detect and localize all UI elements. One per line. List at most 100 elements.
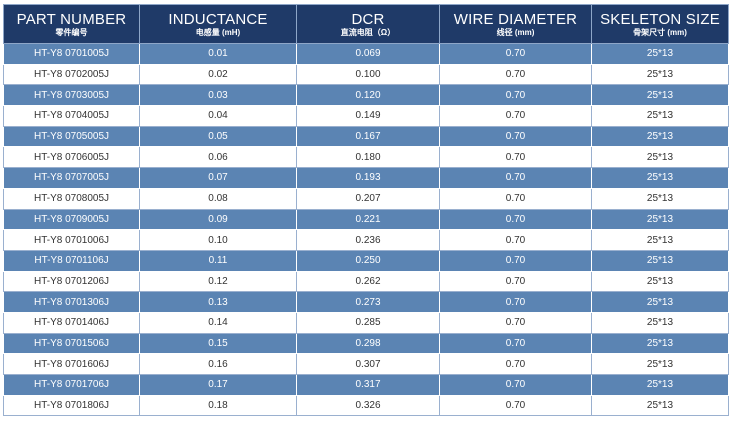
inductance-cell: 0.13 [139, 291, 297, 313]
header-row: PART NUMBER 零件编号 INDUCTANCE 电感量 (mH) DCR… [3, 4, 729, 44]
table-row: HT-Y8 0701306J 0.13 0.273 0.70 25*13 [3, 291, 729, 313]
part-number-cell: HT-Y8 0701006J [3, 229, 140, 251]
dcr-cell: 0.285 [296, 311, 440, 334]
table-row: HT-Y8 0706005J 0.06 0.180 0.70 25*13 [3, 146, 729, 169]
table-row: HT-Y8 0701606J 0.16 0.307 0.70 25*13 [3, 353, 729, 375]
inductance-cell: 0.07 [139, 167, 297, 189]
inductance-cell: 0.08 [139, 187, 297, 210]
dcr-cell: 0.317 [296, 374, 440, 396]
part-number-cell: HT-Y8 0709005J [3, 208, 140, 231]
wire-diameter-cell: 0.70 [439, 332, 592, 355]
table-row: HT-Y8 0702005J 0.02 0.100 0.70 25*13 [3, 63, 729, 86]
column-subtitle: 线径 (mm) [496, 27, 535, 37]
column-header-dcr: DCR 直流电阻（Ω） [296, 4, 440, 44]
wire-diameter-cell: 0.70 [439, 291, 592, 313]
wire-diameter-cell: 0.70 [439, 63, 592, 86]
column-header-wire-diameter: WIRE DIAMETER 线径 (mm) [439, 4, 592, 44]
wire-diameter-cell: 0.70 [439, 146, 592, 169]
skeleton-size-cell: 25*13 [591, 167, 729, 189]
part-number-cell: HT-Y8 0706005J [3, 146, 140, 169]
skeleton-size-cell: 25*13 [591, 84, 729, 107]
skeleton-size-cell: 25*13 [591, 291, 729, 313]
dcr-cell: 0.307 [296, 353, 440, 375]
dcr-cell: 0.326 [296, 394, 440, 417]
table-row: HT-Y8 0701806J 0.18 0.326 0.70 25*13 [3, 394, 729, 417]
table-row: HT-Y8 0708005J 0.08 0.207 0.70 25*13 [3, 187, 729, 210]
inductance-cell: 0.06 [139, 146, 297, 169]
inductance-cell: 0.18 [139, 394, 297, 417]
column-subtitle: 骨架尺寸 (mm) [633, 27, 687, 37]
inductance-cell: 0.02 [139, 63, 297, 86]
wire-diameter-cell: 0.70 [439, 167, 592, 189]
table-row: HT-Y8 0701005J 0.01 0.069 0.70 25*13 [3, 43, 729, 65]
skeleton-size-cell: 25*13 [591, 63, 729, 86]
inductance-cell: 0.04 [139, 105, 297, 127]
inductance-cell: 0.09 [139, 208, 297, 231]
dcr-cell: 0.193 [296, 167, 440, 189]
column-title: PART NUMBER [16, 10, 127, 28]
table-row: HT-Y8 0704005J 0.04 0.149 0.70 25*13 [3, 105, 729, 127]
dcr-cell: 0.250 [296, 249, 440, 272]
part-number-cell: HT-Y8 0701005J [3, 43, 140, 65]
wire-diameter-cell: 0.70 [439, 105, 592, 127]
column-subtitle: 直流电阻（Ω） [340, 27, 396, 37]
skeleton-size-cell: 25*13 [591, 394, 729, 417]
wire-diameter-cell: 0.70 [439, 270, 592, 293]
part-number-cell: HT-Y8 0702005J [3, 63, 140, 86]
inductance-cell: 0.12 [139, 270, 297, 293]
inductance-cell: 0.10 [139, 229, 297, 251]
inductance-cell: 0.03 [139, 84, 297, 107]
skeleton-size-cell: 25*13 [591, 249, 729, 272]
skeleton-size-cell: 25*13 [591, 332, 729, 355]
skeleton-size-cell: 25*13 [591, 270, 729, 293]
dcr-cell: 0.221 [296, 208, 440, 231]
column-header-skeleton-size: SKELETON SIZE 骨架尺寸 (mm) [591, 4, 729, 44]
dcr-cell: 0.167 [296, 125, 440, 148]
table-row: HT-Y8 0705005J 0.05 0.167 0.70 25*13 [3, 125, 729, 148]
part-number-cell: HT-Y8 0701106J [3, 249, 140, 272]
part-number-cell: HT-Y8 0701706J [3, 374, 140, 396]
dcr-cell: 0.100 [296, 63, 440, 86]
skeleton-size-cell: 25*13 [591, 146, 729, 169]
dcr-cell: 0.207 [296, 187, 440, 210]
dcr-cell: 0.298 [296, 332, 440, 355]
skeleton-size-cell: 25*13 [591, 374, 729, 396]
dcr-cell: 0.149 [296, 105, 440, 127]
skeleton-size-cell: 25*13 [591, 125, 729, 148]
part-number-cell: HT-Y8 0701206J [3, 270, 140, 293]
skeleton-size-cell: 25*13 [591, 229, 729, 251]
skeleton-size-cell: 25*13 [591, 105, 729, 127]
table-row: HT-Y8 0709005J 0.09 0.221 0.70 25*13 [3, 208, 729, 231]
table-row: HT-Y8 0701206J 0.12 0.262 0.70 25*13 [3, 270, 729, 293]
table-row: HT-Y8 0701006J 0.10 0.236 0.70 25*13 [3, 229, 729, 251]
part-number-cell: HT-Y8 0701806J [3, 394, 140, 417]
table-row: HT-Y8 0703005J 0.03 0.120 0.70 25*13 [3, 84, 729, 107]
inductance-cell: 0.16 [139, 353, 297, 375]
part-number-cell: HT-Y8 0705005J [3, 125, 140, 148]
dcr-cell: 0.273 [296, 291, 440, 313]
wire-diameter-cell: 0.70 [439, 353, 592, 375]
part-number-cell: HT-Y8 0701306J [3, 291, 140, 313]
table-body: HT-Y8 0701005J 0.01 0.069 0.70 25*13 HT-Y8 07… [3, 43, 729, 417]
table-row: HT-Y8 0707005J 0.07 0.193 0.70 25*13 [3, 167, 729, 189]
column-title: INDUCTANCE [168, 10, 268, 28]
inductance-cell: 0.01 [139, 43, 297, 65]
column-header-part-number: PART NUMBER 零件编号 [3, 4, 140, 44]
table-row: HT-Y8 0701106J 0.11 0.250 0.70 25*13 [3, 249, 729, 272]
column-title: WIRE DIAMETER [453, 10, 578, 28]
column-title: SKELETON SIZE [600, 10, 720, 28]
table-row: HT-Y8 0701706J 0.17 0.317 0.70 25*13 [3, 374, 729, 396]
inductor-spec-table: PART NUMBER 零件编号 INDUCTANCE 电感量 (mH) DCR… [3, 4, 729, 417]
part-number-cell: HT-Y8 0708005J [3, 187, 140, 210]
column-subtitle: 电感量 (mH) [195, 27, 241, 37]
part-number-cell: HT-Y8 0704005J [3, 105, 140, 127]
wire-diameter-cell: 0.70 [439, 229, 592, 251]
dcr-cell: 0.262 [296, 270, 440, 293]
part-number-cell: HT-Y8 0707005J [3, 167, 140, 189]
dcr-cell: 0.069 [296, 43, 440, 65]
wire-diameter-cell: 0.70 [439, 84, 592, 107]
table-row: HT-Y8 0701406J 0.14 0.285 0.70 25*13 [3, 311, 729, 334]
column-title: DCR [351, 10, 385, 28]
wire-diameter-cell: 0.70 [439, 394, 592, 417]
wire-diameter-cell: 0.70 [439, 43, 592, 65]
